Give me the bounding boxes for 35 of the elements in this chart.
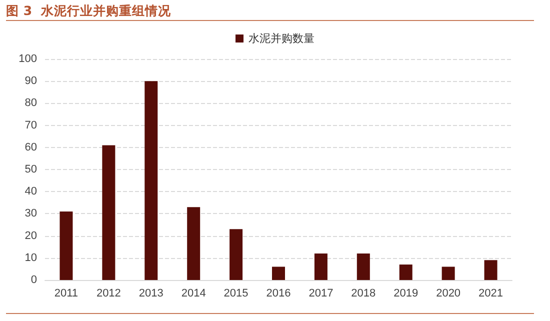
bar	[399, 264, 412, 280]
x-tick-label: 2012	[96, 288, 121, 300]
y-tick-label: 40	[24, 186, 37, 198]
y-tick-label: 70	[24, 119, 37, 132]
x-tick-label: 2015	[224, 288, 248, 300]
x-tick-label: 2021	[478, 288, 504, 300]
bar	[102, 145, 116, 280]
y-tick-label: 50	[24, 164, 37, 176]
bar	[314, 253, 328, 280]
y-tick-label: 0	[30, 274, 37, 286]
bar	[230, 229, 243, 280]
x-tick-label: 2017	[308, 288, 334, 300]
x-tick-label: 2016	[266, 288, 291, 300]
y-tick-label: 90	[24, 75, 37, 88]
y-tick-label: 30	[24, 208, 37, 220]
x-tick-label: 2018	[351, 288, 376, 300]
x-tick-label: 2020	[436, 288, 461, 300]
bar	[442, 266, 455, 280]
bar	[356, 253, 370, 280]
y-tick-label: 20	[24, 230, 37, 242]
bar	[484, 260, 498, 280]
bar	[60, 211, 73, 280]
bar	[187, 207, 200, 280]
bar	[144, 81, 158, 280]
y-tick-label: 10	[24, 252, 37, 264]
legend-label: 水泥并购数量	[248, 32, 314, 45]
x-tick-label: 2011	[54, 288, 78, 300]
x-tick-label: 2013	[138, 288, 164, 300]
y-tick-label: 100	[18, 53, 37, 65]
y-tick-label: 80	[24, 97, 37, 110]
chart-title: 图 3 水泥行业并购重组情况	[6, 2, 534, 21]
x-tick-label: 2014	[181, 288, 206, 300]
bar	[272, 266, 285, 280]
y-tick-label: 60	[24, 141, 37, 154]
x-tick-label: 2019	[394, 288, 418, 300]
